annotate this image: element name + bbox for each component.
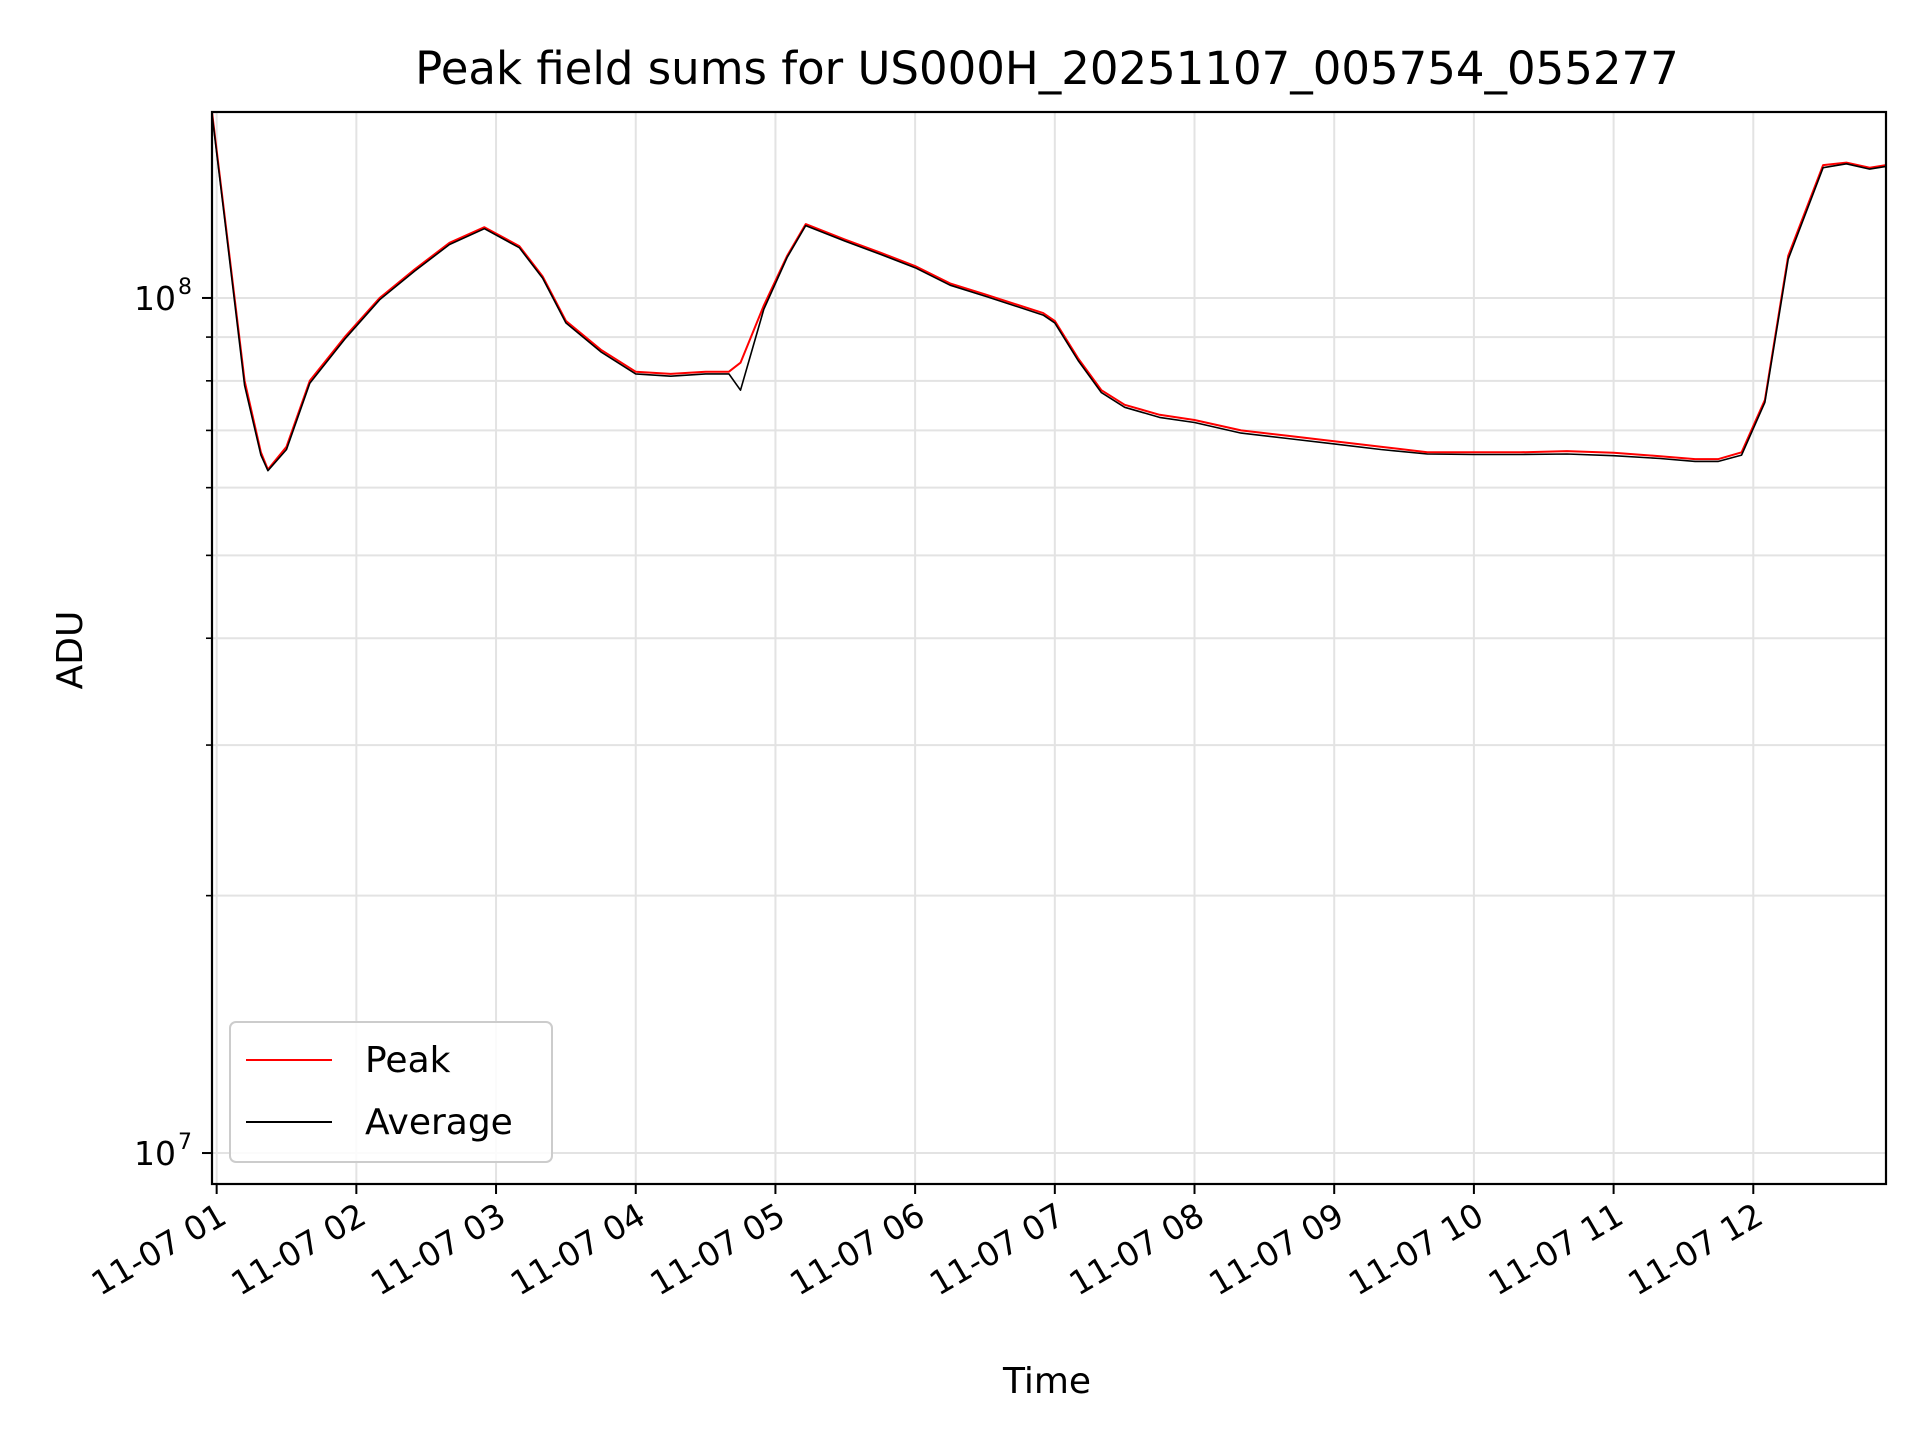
y-tick-label: 10 <box>134 1134 176 1173</box>
grid <box>212 112 1886 1184</box>
x-axis-label: Time <box>1002 1361 1091 1402</box>
y-tick-exponent: 8 <box>178 275 192 300</box>
legend: Peak Average <box>229 1021 553 1163</box>
legend-label-peak: Peak <box>365 1040 451 1081</box>
series-layer <box>211 111 1887 472</box>
y-axis-label: ADU <box>50 611 91 690</box>
y-tick-label: 10 <box>134 279 176 318</box>
series-line-peak <box>211 111 1887 471</box>
legend-box <box>229 1021 553 1163</box>
legend-label-average: Average <box>365 1102 513 1143</box>
plot-frame <box>210 110 1888 1186</box>
series-line-average <box>211 114 1887 472</box>
y-tick-exponent: 7 <box>178 1130 192 1155</box>
chart-title: Peak field sums for US000H_20251107_0057… <box>415 42 1679 95</box>
